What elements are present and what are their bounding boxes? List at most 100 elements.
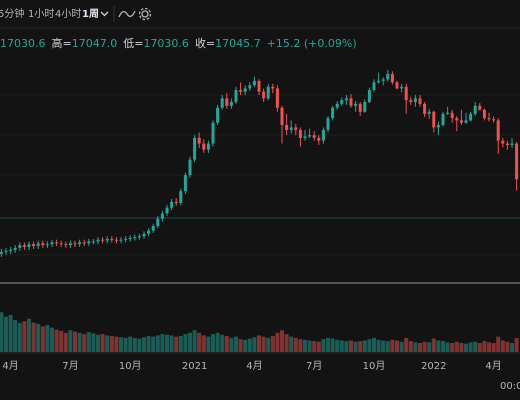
volume-bar: [404, 337, 409, 352]
indicator-icon[interactable]: [118, 10, 136, 18]
volume-bar: [372, 337, 376, 352]
volume-bar: [174, 336, 179, 352]
settings-icon[interactable]: [141, 10, 149, 18]
time-label: 00:03: [500, 381, 520, 392]
candle-body: [280, 107, 284, 126]
volume-bar: [105, 335, 110, 352]
volume-bar: [114, 336, 119, 352]
candle-body: [285, 125, 289, 130]
candle-body: [101, 239, 105, 241]
volume-bar: [395, 340, 399, 352]
candle-body: [303, 136, 307, 138]
volume-bar: [0, 312, 4, 352]
label: 低=: [123, 37, 143, 50]
candle-body: [441, 113, 445, 126]
volume-bar: [132, 337, 137, 352]
candle-body: [174, 201, 178, 204]
volume-bar: [100, 334, 105, 352]
interval[interactable]: 4小时: [55, 8, 81, 20]
candle-body: [312, 135, 316, 138]
volume-bar: [367, 339, 372, 352]
volume-bar: [238, 339, 243, 352]
candle-body: [423, 103, 427, 114]
candle-body: [234, 90, 238, 103]
volume-bar: [257, 335, 261, 352]
volume-bar: [376, 339, 381, 352]
volume-bar: [206, 336, 211, 352]
volume-bar: [8, 314, 13, 352]
label: 收=: [195, 36, 215, 50]
candle-body: [404, 86, 408, 101]
volume-bar: [192, 330, 197, 352]
candle-body: [188, 159, 192, 176]
candle-body: [367, 90, 371, 103]
volume-bar: [321, 339, 326, 352]
candle-body: [225, 98, 229, 106]
volume-bar: [4, 316, 8, 352]
volume-bar: [418, 343, 422, 352]
candle-body: [13, 247, 17, 250]
volume-bar: [358, 341, 363, 352]
volume-bar: [496, 336, 501, 352]
candle-body: [482, 109, 486, 119]
interval-active[interactable]: 1周: [82, 8, 99, 20]
label: 高=: [52, 36, 72, 50]
volume-bar: [362, 340, 367, 352]
candle-body: [275, 88, 279, 108]
candle-body: [64, 244, 68, 246]
volume-bar: [31, 322, 36, 352]
candle-body: [358, 103, 362, 112]
settings-icon-ring[interactable]: [138, 7, 152, 21]
volume-bar: [50, 327, 54, 352]
volume-bar: [441, 341, 445, 352]
volume-bar: [234, 336, 238, 352]
x-tick-label: 4月: [246, 360, 262, 372]
chevron[interactable]: [100, 11, 109, 17]
volume-bar: [280, 330, 284, 352]
volume-bar: [178, 336, 183, 352]
volume-bar: [454, 341, 459, 352]
volume-bar: [109, 336, 114, 352]
candle-body: [160, 213, 164, 219]
candle-body: [59, 243, 63, 245]
value: 17045.7: [215, 37, 261, 50]
volume-bar: [63, 332, 68, 352]
volume-bar: [229, 337, 234, 352]
candle-body: [32, 244, 36, 247]
candle-body: [459, 120, 463, 123]
candle-body: [501, 140, 505, 144]
volume-bar: [303, 339, 307, 352]
volume-bar: [431, 338, 436, 352]
interval[interactable]: 1小时: [28, 8, 54, 20]
candle-body: [473, 105, 477, 114]
candle-body: [400, 86, 404, 89]
volume-bar: [220, 334, 225, 352]
candle-body: [418, 98, 422, 104]
volume-bar: [252, 337, 257, 352]
volume-bar: [73, 331, 77, 352]
volume-bar: [165, 334, 169, 352]
interval[interactable]: 5分钟: [0, 7, 24, 20]
volume-bar: [298, 339, 303, 352]
volume-bar: [96, 334, 100, 352]
open: 17030.6: [0, 37, 46, 50]
volume-bar: [211, 334, 215, 352]
volume-bar: [40, 326, 45, 352]
volume-bar: [183, 334, 188, 352]
volume-bar: [188, 332, 192, 352]
candle-body: [289, 127, 293, 130]
candle-body: [266, 86, 270, 99]
volume-bar: [59, 330, 64, 352]
candle-body: [515, 143, 519, 180]
candle-body: [124, 238, 128, 240]
candle-body: [340, 100, 344, 104]
volume-bar: [468, 342, 473, 352]
volume-bar: [473, 341, 478, 352]
volume-bar: [459, 343, 464, 352]
plot: [0, 69, 519, 352]
candle-body: [45, 244, 49, 246]
candle-body: [50, 242, 54, 245]
volume-bar: [385, 341, 390, 352]
volume-bar: [68, 330, 73, 352]
